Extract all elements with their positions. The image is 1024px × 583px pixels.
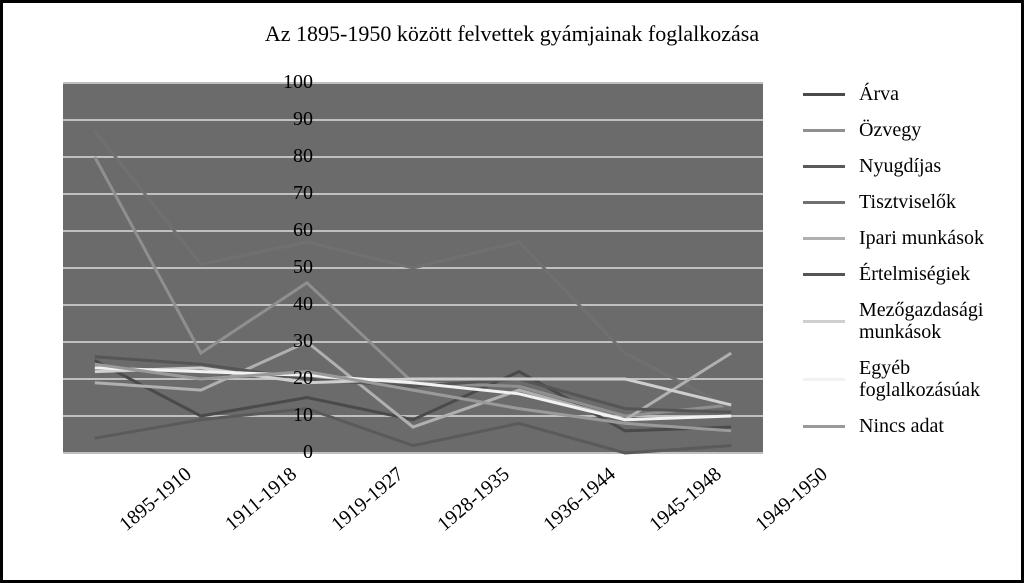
legend-label: Egyéb foglalkozásúak [859, 357, 1013, 401]
legend-label: Tisztviselők [859, 191, 956, 213]
legend-item: Egyéb foglalkozásúak [803, 357, 1013, 401]
y-tick-label: 80 [273, 145, 313, 168]
y-tick-label: 20 [273, 367, 313, 390]
x-tick-label: 1928-1935 [433, 463, 514, 536]
legend-label: Értelmiségiek [859, 263, 970, 285]
chart-title: Az 1895-1950 között felvettek gyámjainak… [3, 21, 1021, 47]
series-line [95, 357, 731, 413]
legend-label: Nincs adat [859, 415, 944, 437]
legend-item: Özvegy [803, 119, 1013, 141]
legend-item: Nincs adat [803, 415, 1013, 437]
legend-swatch [803, 320, 845, 323]
x-tick-label: 1949-1950 [751, 463, 832, 536]
legend-label: Nyugdíjas [859, 155, 941, 177]
legend-swatch [803, 165, 845, 168]
legend-item: Tisztviselők [803, 191, 1013, 213]
series-lines [63, 83, 763, 453]
x-tick-label: 1945-1948 [645, 463, 726, 536]
legend-swatch [803, 93, 845, 96]
y-tick-label: 0 [273, 441, 313, 464]
x-tick-label: 1919-1927 [327, 463, 408, 536]
y-tick-label: 30 [273, 330, 313, 353]
y-tick-label: 90 [273, 108, 313, 131]
legend-item: Ipari munkások [803, 227, 1013, 249]
legend-swatch [803, 129, 845, 132]
legend-swatch [803, 378, 845, 381]
x-tick-label: 1895-1910 [115, 463, 196, 536]
legend-item: Értelmiségiek [803, 263, 1013, 285]
y-tick-label: 10 [273, 404, 313, 427]
legend-label: Özvegy [859, 119, 921, 141]
x-tick-label: 1936-1944 [539, 463, 620, 536]
legend-label: Árva [859, 83, 899, 105]
x-tick-label: 1911-1918 [221, 463, 302, 536]
y-tick-label: 60 [273, 219, 313, 242]
legend-swatch [803, 237, 845, 240]
legend-swatch [803, 273, 845, 276]
legend-swatch [803, 201, 845, 204]
legend-label: Ipari munkások [859, 227, 984, 249]
y-tick-label: 50 [273, 256, 313, 279]
legend-swatch [803, 425, 845, 428]
legend-item: Árva [803, 83, 1013, 105]
legend-label: Mezőgazdasági munkások [859, 299, 1013, 343]
y-tick-label: 70 [273, 182, 313, 205]
y-tick-label: 40 [273, 293, 313, 316]
chart-frame: Az 1895-1950 között felvettek gyámjainak… [0, 0, 1024, 583]
legend: Árva Özvegy Nyugdíjas Tisztviselők Ipari mun… [803, 83, 1013, 451]
y-tick-label: 100 [273, 71, 313, 94]
series-line [95, 342, 731, 427]
legend-item: Nyugdíjas [803, 155, 1013, 177]
legend-item: Mezőgazdasági munkások [803, 299, 1013, 343]
plot-area [63, 83, 763, 453]
